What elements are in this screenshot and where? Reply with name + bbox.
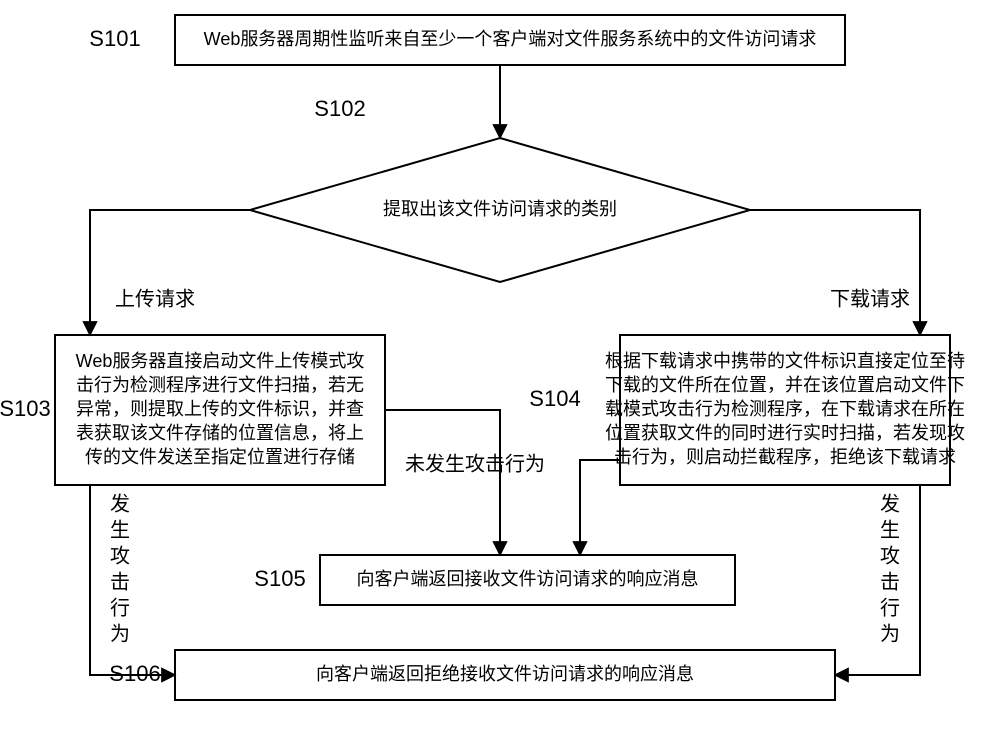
node-s103-line0: Web服务器直接启动文件上传模式攻 — [76, 351, 365, 371]
node-s103-line2: 异常，则提取上传的文件标识，并查 — [76, 399, 364, 419]
node-s106-line0: 向客户端返回拒绝接收文件访问请求的响应消息 — [316, 664, 694, 684]
step-label-s101: S101 — [89, 26, 140, 51]
edge-e7 — [835, 485, 920, 675]
edge-e4-label: 未发生攻击行为 — [405, 452, 545, 475]
edge-e6-label-0: 发 — [110, 492, 130, 515]
node-s104: 根据下载请求中携带的文件标识直接定位至待下载的文件所在位置，并在该位置启动文件下… — [529, 335, 965, 485]
flowchart-canvas: Web服务器周期性监听来自至少一个客户端对文件服务系统中的文件访问请求 S101 提… — [0, 0, 1000, 731]
edge-e3-label: 下载请求 — [830, 287, 910, 310]
node-s104-line4: 击行为，则启动拦截程序，拒绝该下载请求 — [614, 447, 956, 467]
edge-e6 — [90, 485, 175, 675]
node-s103-line1: 击行为检测程序进行文件扫描，若无 — [76, 375, 364, 395]
edge-e6-label-2: 攻 — [110, 544, 130, 567]
step-label-s104: S104 — [529, 386, 580, 411]
node-s105: 向客户端返回接收文件访问请求的响应消息 S105 — [254, 555, 735, 605]
node-s104-line1: 下载的文件所在位置，并在该位置启动文件下 — [605, 375, 965, 395]
edge-e7-label-5: 为 — [880, 622, 900, 645]
node-s104-line3: 位置获取文件的同时进行实时扫描，若发现攻 — [605, 423, 965, 443]
node-s103-line4: 传的文件发送至指定位置进行存储 — [85, 447, 355, 467]
node-s104-line0: 根据下载请求中携带的文件标识直接定位至待 — [605, 351, 965, 371]
node-s104-line2: 载模式攻击行为检测程序，在下载请求在所在 — [605, 399, 965, 419]
node-s103-line3: 表获取该文件存储的位置信息，将上 — [76, 423, 364, 443]
edge-e7-label-0: 发 — [880, 492, 900, 515]
edge-e7-label-3: 击 — [880, 570, 900, 593]
edge-e5 — [580, 460, 620, 555]
step-label-s106: S106 — [109, 661, 160, 686]
step-label-s102: S102 — [314, 96, 365, 121]
edge-e6-label-4: 行 — [110, 596, 130, 619]
edge-e7-label-4: 行 — [880, 596, 900, 619]
step-label-s105: S105 — [254, 566, 305, 591]
node-s103: Web服务器直接启动文件上传模式攻击行为检测程序进行文件扫描，若无异常，则提取上… — [0, 335, 385, 485]
node-s102-line0: 提取出该文件访问请求的类别 — [383, 199, 617, 219]
edge-e7-label-2: 攻 — [880, 544, 900, 567]
edge-e3 — [750, 210, 920, 335]
edge-e4 — [385, 410, 500, 555]
step-label-s103: S103 — [0, 396, 51, 421]
node-s101: Web服务器周期性监听来自至少一个客户端对文件服务系统中的文件访问请求 S101 — [89, 15, 845, 65]
edge-e6-label-5: 为 — [110, 622, 130, 645]
node-s101-line0: Web服务器周期性监听来自至少一个客户端对文件服务系统中的文件访问请求 — [204, 29, 817, 49]
edge-e2 — [90, 210, 250, 335]
edge-e2-label: 上传请求 — [115, 287, 195, 310]
edge-e6-label-3: 击 — [110, 570, 130, 593]
node-s106: 向客户端返回拒绝接收文件访问请求的响应消息 S106 — [109, 650, 835, 700]
edge-e7-label-1: 生 — [880, 518, 900, 541]
edge-e6-label-1: 生 — [110, 518, 130, 541]
node-s105-line0: 向客户端返回接收文件访问请求的响应消息 — [357, 569, 699, 589]
